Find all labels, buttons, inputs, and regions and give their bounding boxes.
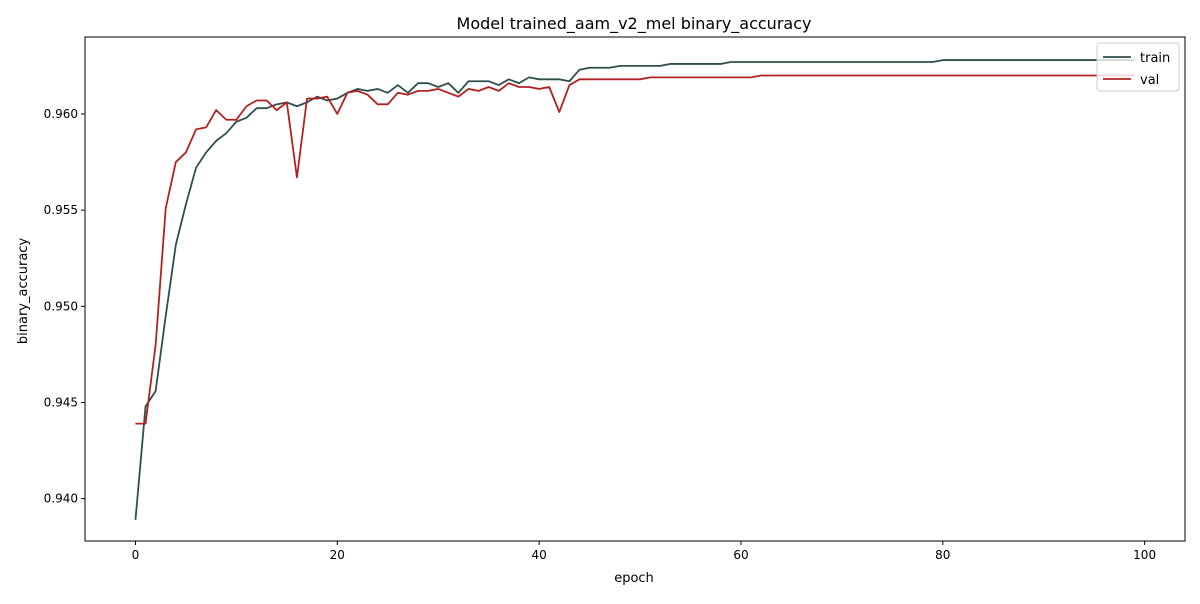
plot-frame xyxy=(84,36,1186,542)
y-tick-label: 0.940 xyxy=(44,492,78,506)
series-line-train xyxy=(134,59,1135,520)
y-axis-label: binary_accuracy xyxy=(16,238,31,345)
x-tick-label: 0 xyxy=(132,548,140,562)
x-axis: 0 20 40 60 80 100 xyxy=(132,541,1156,562)
plot-area xyxy=(84,36,1186,542)
y-axis: 0.940 0.945 0.950 0.955 0.960 xyxy=(44,107,85,506)
x-tick-label: 60 xyxy=(733,548,748,562)
x-tick-label: 20 xyxy=(330,548,345,562)
legend: train val xyxy=(1096,42,1180,92)
series-line-val xyxy=(135,74,1135,425)
series-lines xyxy=(134,59,1135,520)
y-tick-label: 0.945 xyxy=(44,395,78,409)
y-tick-label: 0.955 xyxy=(44,203,78,217)
x-tick-label: 40 xyxy=(531,548,546,562)
y-tick-label: 0.960 xyxy=(44,107,78,121)
chart-title: Model trained_aam_v2_mel binary_accuracy xyxy=(457,14,812,34)
x-tick-label: 80 xyxy=(935,548,950,562)
legend-label-train: train xyxy=(1140,51,1170,66)
x-axis-label: epoch xyxy=(614,571,654,586)
y-tick-label: 0.950 xyxy=(44,299,78,313)
x-tick-label: 100 xyxy=(1133,548,1156,562)
legend-label-val: val xyxy=(1140,73,1159,88)
